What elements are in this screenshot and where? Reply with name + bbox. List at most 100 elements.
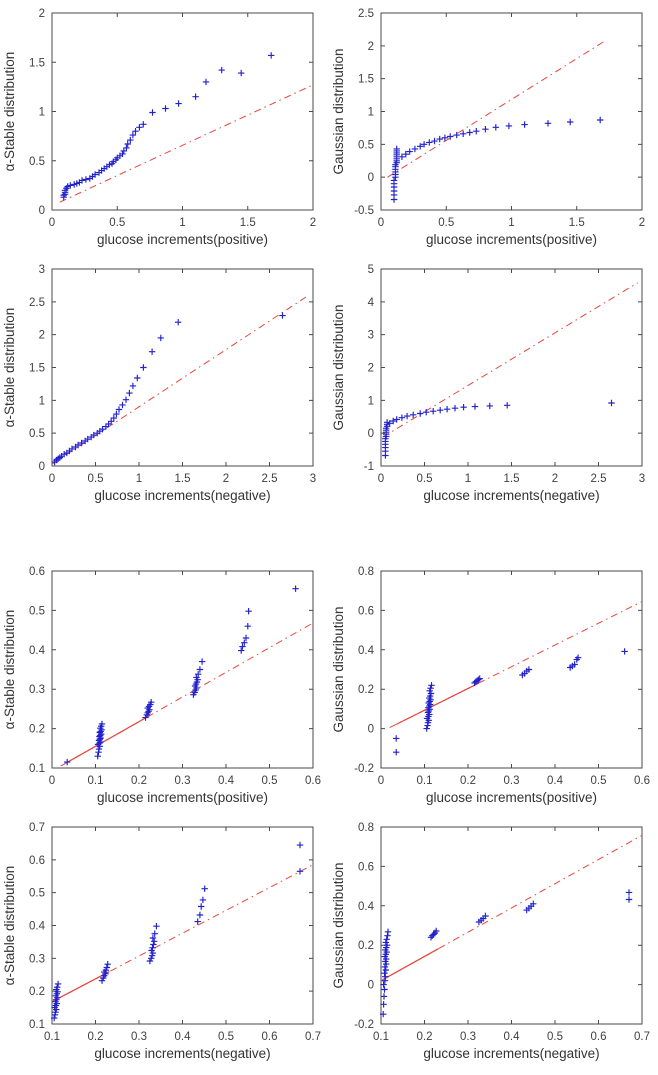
svg-text:2.5: 2.5 [262, 473, 278, 485]
qq-plot-gaussian-positive-zoom: 0 0.1 0.2 0.3 0.4 0.5 0.6 -0.2 0 0.2 0.4 0.6 0.8 gluc… [329, 558, 658, 814]
svg-text:0.2: 0.2 [460, 775, 476, 787]
svg-text:glucose increments(negative): glucose increments(negative) [94, 488, 270, 503]
svg-text:1.5: 1.5 [175, 473, 191, 485]
svg-text:0.6: 0.6 [29, 566, 45, 578]
svg-text:0: 0 [49, 473, 55, 485]
svg-text:0.1: 0.1 [373, 1031, 389, 1043]
qq-plot-alpha-stable-positive-full: 0 0.5 1 1.5 2 0 0.5 1 1.5 2 glucose increments(pos… [0, 0, 329, 256]
svg-text:α-Stable distribution: α-Stable distribution [2, 308, 17, 428]
svg-text:-0.2: -0.2 [354, 763, 374, 775]
svg-text:0.7: 0.7 [634, 1031, 650, 1043]
svg-text:0.6: 0.6 [591, 1031, 607, 1043]
svg-text:0.1: 0.1 [29, 1019, 45, 1031]
svg-text:0.2: 0.2 [29, 986, 45, 998]
svg-text:0.3: 0.3 [29, 953, 45, 965]
svg-text:0.1: 0.1 [88, 775, 104, 787]
svg-text:2.5: 2.5 [358, 8, 374, 20]
svg-text:0.5: 0.5 [218, 1031, 234, 1043]
svg-text:α-Stable distribution: α-Stable distribution [2, 866, 17, 986]
qq-plot-alpha-stable-positive-zoom: 0 0.1 0.2 0.3 0.4 0.5 0.6 0.1 0.2 0.3 0.4 0.5 0.6 glu… [0, 558, 329, 814]
svg-text:0.1: 0.1 [44, 1031, 60, 1043]
svg-text:1: 1 [465, 473, 471, 485]
svg-text:3: 3 [368, 330, 374, 342]
svg-text:1: 1 [136, 473, 142, 485]
qq-plot-alpha-stable-negative-full: 0 0.5 1 1.5 2 2.5 3 0 0.5 1 1.5 2 2.5 3 glucose increm… [0, 256, 329, 512]
svg-text:0: 0 [368, 980, 374, 992]
svg-text:0.6: 0.6 [358, 861, 374, 873]
svg-text:0: 0 [368, 428, 374, 440]
svg-text:glucose increments(positive): glucose increments(positive) [97, 232, 268, 247]
svg-text:0.5: 0.5 [88, 473, 104, 485]
svg-text:1: 1 [179, 217, 185, 229]
svg-text:0: 0 [368, 724, 374, 736]
qq-plot-canvas: 0 0.5 1 1.5 2 -0.5 0 0.5 1 1.5 2 2.5 glucose increme… [331, 8, 645, 247]
svg-text:Gaussian distribution: Gaussian distribution [331, 862, 346, 988]
svg-text:0: 0 [378, 217, 384, 229]
svg-text:0.3: 0.3 [131, 1031, 147, 1043]
svg-text:0.1: 0.1 [29, 763, 45, 775]
svg-text:-0.2: -0.2 [354, 1019, 374, 1031]
svg-text:1.5: 1.5 [240, 217, 256, 229]
svg-text:0: 0 [49, 775, 55, 787]
svg-text:2: 2 [310, 217, 316, 229]
svg-text:3: 3 [39, 264, 45, 276]
svg-text:0.1: 0.1 [417, 775, 433, 787]
svg-text:0.3: 0.3 [504, 775, 520, 787]
qq-plot-canvas: 0.1 0.2 0.3 0.4 0.5 0.6 0.7 0.1 0.2 0.3 0.4 0.5 0.6 0… [2, 822, 321, 1061]
svg-text:0.4: 0.4 [358, 901, 375, 913]
svg-text:2.5: 2.5 [29, 297, 45, 309]
svg-text:0.3: 0.3 [175, 775, 191, 787]
svg-text:0.2: 0.2 [358, 684, 374, 696]
svg-text:0.5: 0.5 [358, 139, 374, 151]
svg-text:0.8: 0.8 [358, 566, 374, 578]
qq-plot-canvas: 0 0.5 1 1.5 2 2.5 3 -1 0 1 2 3 4 5 glucose increments(… [331, 264, 645, 503]
svg-text:α-Stable distribution: α-Stable distribution [2, 610, 17, 730]
qq-plot-alpha-stable-negative-zoom: 0.1 0.2 0.3 0.4 0.5 0.6 0.7 0.1 0.2 0.3 0.4 0.5 0.6 0… [0, 814, 329, 1070]
svg-text:2: 2 [223, 473, 229, 485]
svg-text:0: 0 [49, 217, 55, 229]
svg-text:0.2: 0.2 [358, 940, 374, 952]
svg-text:3: 3 [310, 473, 316, 485]
svg-text:0.4: 0.4 [358, 645, 375, 657]
qq-plot-gaussian-positive-full: 0 0.5 1 1.5 2 -0.5 0 0.5 1 1.5 2 2.5 glucose increme… [329, 0, 658, 256]
svg-text:1: 1 [508, 217, 514, 229]
svg-text:1.5: 1.5 [358, 74, 374, 86]
svg-text:0.5: 0.5 [591, 775, 607, 787]
svg-text:2: 2 [368, 363, 374, 375]
qq-plot-gaussian-negative-full: 0 0.5 1 1.5 2 2.5 3 -1 0 1 2 3 4 5 glucose increments(… [329, 256, 658, 512]
svg-text:0.2: 0.2 [29, 724, 45, 736]
svg-text:0.5: 0.5 [29, 156, 45, 168]
svg-text:glucose increments(negative): glucose increments(negative) [94, 1046, 270, 1061]
svg-text:glucose increments(negative): glucose increments(negative) [423, 1046, 599, 1061]
svg-text:0: 0 [368, 172, 374, 184]
svg-text:0.5: 0.5 [109, 217, 125, 229]
svg-text:glucose increments(positive): glucose increments(positive) [97, 790, 268, 805]
svg-text:1: 1 [368, 395, 374, 407]
svg-text:5: 5 [368, 264, 374, 276]
svg-text:Gaussian distribution: Gaussian distribution [331, 48, 346, 174]
svg-text:0.4: 0.4 [547, 775, 564, 787]
svg-text:0.4: 0.4 [175, 1031, 192, 1043]
svg-text:1: 1 [39, 395, 45, 407]
svg-text:0.7: 0.7 [305, 1031, 321, 1043]
qq-plot-canvas: 0 0.1 0.2 0.3 0.4 0.5 0.6 -0.2 0 0.2 0.4 0.6 0.8 gluc… [331, 566, 650, 805]
svg-text:0.6: 0.6 [29, 855, 45, 867]
svg-text:0.6: 0.6 [358, 605, 374, 617]
svg-text:2: 2 [552, 473, 558, 485]
svg-text:0: 0 [39, 461, 45, 473]
svg-text:2: 2 [639, 217, 645, 229]
svg-text:0.8: 0.8 [358, 822, 374, 834]
svg-text:0.6: 0.6 [305, 775, 321, 787]
qq-plot-canvas: 0 0.5 1 1.5 2 0 0.5 1 1.5 2 glucose increments(pos… [2, 8, 316, 247]
svg-text:1.5: 1.5 [569, 217, 585, 229]
svg-text:0.5: 0.5 [438, 217, 454, 229]
svg-text:0.2: 0.2 [88, 1031, 104, 1043]
svg-text:0: 0 [378, 473, 384, 485]
svg-text:0.2: 0.2 [131, 775, 147, 787]
svg-text:0: 0 [39, 205, 45, 217]
svg-text:Gaussian distribution: Gaussian distribution [331, 606, 346, 732]
qq-plot-canvas: 0.1 0.2 0.3 0.4 0.5 0.6 0.7 -0.2 0 0.2 0.4 0.6 0.8 gl… [331, 822, 650, 1061]
svg-text:0.6: 0.6 [634, 775, 650, 787]
svg-text:4: 4 [368, 297, 375, 309]
